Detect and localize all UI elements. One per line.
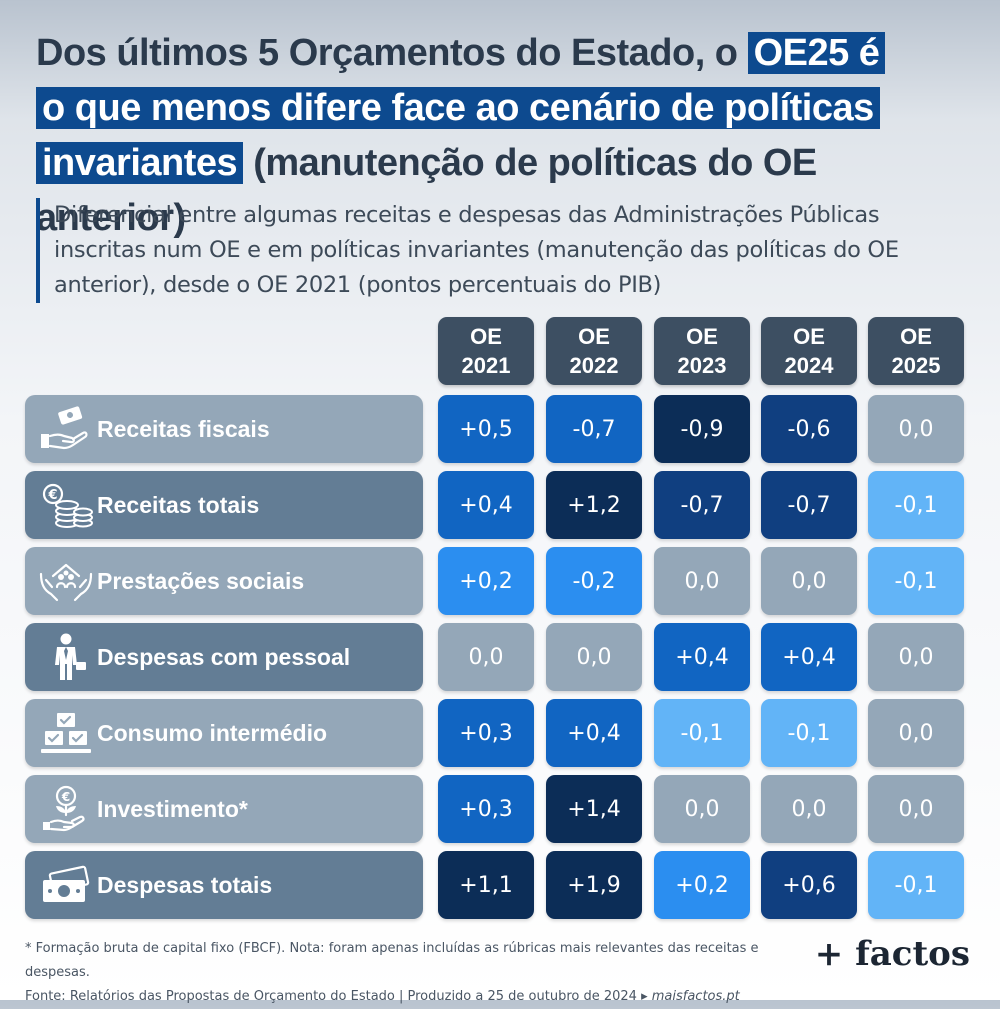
data-cell-prestacoes-sociais-2024: 0,0 — [761, 547, 857, 615]
data-cell-despesas-totais-2023: +0,2 — [654, 851, 750, 919]
data-cell-consumo-intermedio-2023: -0,1 — [654, 699, 750, 767]
brand-logo: + factos — [814, 934, 970, 974]
data-cell-despesas-com-pessoal-2024: +0,4 — [761, 623, 857, 691]
row-label-receitas-fiscais: Receitas fiscais — [25, 395, 423, 463]
data-cell-receitas-fiscais-2022: -0,7 — [546, 395, 642, 463]
banknotes-icon — [37, 860, 95, 910]
data-cell-receitas-totais-2021: +0,4 — [438, 471, 534, 539]
column-header-line1: OE — [793, 324, 825, 349]
column-header-year: 2024 — [784, 353, 834, 378]
footnote-source: Fonte: Relatórios das Propostas de Orçam… — [25, 985, 805, 1009]
source-text: Fonte: Relatórios das Propostas de Orçam… — [25, 989, 652, 1004]
title-highlight-3: invariantes — [36, 142, 244, 184]
data-cell-receitas-fiscais-2024: -0,6 — [761, 395, 857, 463]
column-header-2025: OE 2025 — [868, 317, 964, 385]
data-cell-despesas-com-pessoal-2025: 0,0 — [868, 623, 964, 691]
row-label-text: Receitas fiscais — [97, 415, 270, 442]
svg-text:€: € — [47, 488, 57, 503]
data-cell-consumo-intermedio-2022: +0,4 — [546, 699, 642, 767]
footnote: * Formação bruta de capital fixo (FBCF).… — [25, 937, 805, 1009]
data-cell-despesas-com-pessoal-2023: +0,4 — [654, 623, 750, 691]
row-label-receitas-totais: € Receitas totais — [25, 471, 423, 539]
data-cell-consumo-intermedio-2021: +0,3 — [438, 699, 534, 767]
row-label-text: Investimento* — [97, 795, 248, 822]
data-cell-receitas-fiscais-2025: 0,0 — [868, 395, 964, 463]
data-cell-investimento-2022: +1,4 — [546, 775, 642, 843]
title-text-1: Dos últimos 5 Orçamentos do Estado, o — [36, 32, 748, 74]
row-label-despesas-totais: Despesas totais — [25, 851, 423, 919]
data-cell-investimento-2025: 0,0 — [868, 775, 964, 843]
row-label-consumo-intermedio: Consumo intermédio — [25, 699, 423, 767]
data-cell-investimento-2021: +0,3 — [438, 775, 534, 843]
data-cell-consumo-intermedio-2025: 0,0 — [868, 699, 964, 767]
data-cell-receitas-fiscais-2023: -0,9 — [654, 395, 750, 463]
money-hand-icon — [37, 404, 95, 454]
footnote-note: * Formação bruta de capital fixo (FBCF).… — [25, 941, 759, 980]
chart-subtitle: Diferencial entre algumas receitas e des… — [36, 198, 974, 303]
row-label-prestacoes-sociais: Prestações sociais — [25, 547, 423, 615]
data-cell-prestacoes-sociais-2023: 0,0 — [654, 547, 750, 615]
row-label-investimento: € Investimento* — [25, 775, 423, 843]
column-header-year: 2021 — [461, 353, 511, 378]
data-cell-receitas-totais-2023: -0,7 — [654, 471, 750, 539]
data-cell-despesas-totais-2021: +1,1 — [438, 851, 534, 919]
row-label-text: Consumo intermédio — [97, 719, 328, 746]
column-header-line1: OE — [686, 324, 718, 349]
row-label-text: Despesas totais — [97, 871, 273, 898]
title-highlight-1: OE25 é — [747, 32, 886, 74]
column-header-2022: OE 2022 — [546, 317, 642, 385]
data-cell-despesas-totais-2022: +1,9 — [546, 851, 642, 919]
data-cell-consumo-intermedio-2024: -0,1 — [761, 699, 857, 767]
data-cell-despesas-com-pessoal-2022: 0,0 — [546, 623, 642, 691]
column-header-line1: OE — [470, 324, 502, 349]
column-header-year: 2022 — [569, 353, 619, 378]
data-cell-receitas-fiscais-2021: +0,5 — [438, 395, 534, 463]
data-cell-investimento-2023: 0,0 — [654, 775, 750, 843]
data-cell-despesas-totais-2024: +0,6 — [761, 851, 857, 919]
data-cell-prestacoes-sociais-2022: -0,2 — [546, 547, 642, 615]
row-label-despesas-com-pessoal: Despesas com pessoal — [25, 623, 423, 691]
title-highlight-2: o que menos difere face ao cenário de po… — [36, 87, 880, 129]
row-label-text: Despesas com pessoal — [97, 643, 351, 670]
data-cell-prestacoes-sociais-2025: -0,1 — [868, 547, 964, 615]
chart-title: Dos últimos 5 Orçamentos do Estado, o OE… — [36, 26, 976, 246]
column-header-2023: OE 2023 — [654, 317, 750, 385]
data-cell-receitas-totais-2024: -0,7 — [761, 471, 857, 539]
euro-coins-icon: € — [37, 480, 95, 530]
title-text-2: (manutenção de políticas do OE anterior) — [36, 142, 817, 239]
investment-plant-icon: € — [37, 784, 95, 834]
row-label-text: Receitas totais — [97, 491, 260, 518]
column-header-year: 2025 — [891, 353, 941, 378]
svg-text:€: € — [61, 790, 70, 804]
boxes-icon — [37, 708, 95, 758]
data-cell-despesas-com-pessoal-2021: 0,0 — [438, 623, 534, 691]
column-header-2024: OE 2024 — [761, 317, 857, 385]
column-header-2021: OE 2021 — [438, 317, 534, 385]
source-link[interactable]: maisfactos.pt — [651, 989, 740, 1004]
row-label-text: Prestações sociais — [97, 567, 305, 594]
data-cell-despesas-totais-2025: -0,1 — [868, 851, 964, 919]
data-cell-receitas-totais-2025: -0,1 — [868, 471, 964, 539]
data-cell-prestacoes-sociais-2021: +0,2 — [438, 547, 534, 615]
column-header-line1: OE — [578, 324, 610, 349]
worker-icon — [37, 632, 95, 682]
data-cell-investimento-2024: 0,0 — [761, 775, 857, 843]
family-hands-icon — [37, 556, 95, 606]
data-cell-receitas-totais-2022: +1,2 — [546, 471, 642, 539]
column-header-line1: OE — [900, 324, 932, 349]
column-header-year: 2023 — [677, 353, 727, 378]
